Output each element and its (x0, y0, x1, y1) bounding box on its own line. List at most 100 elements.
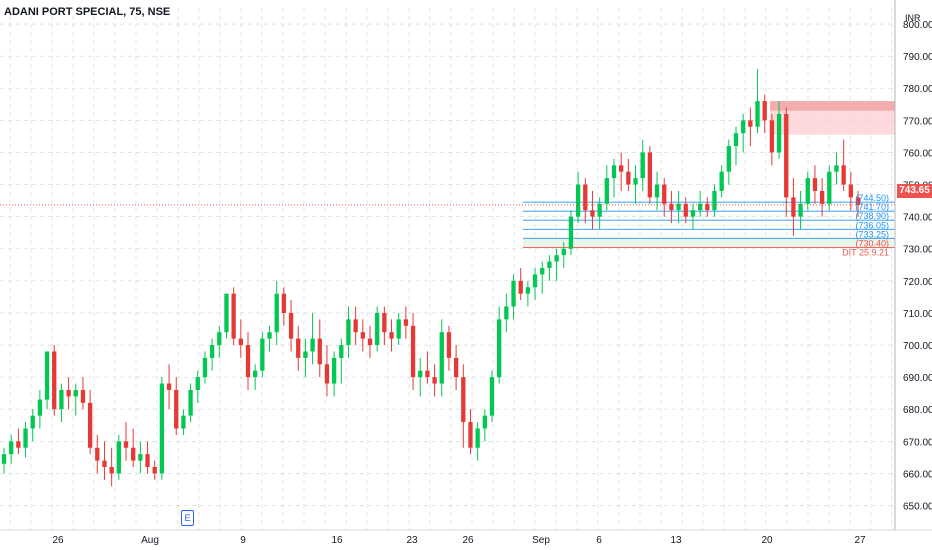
candle-body (375, 312, 380, 346)
candle-body (267, 332, 272, 339)
candle-body (303, 351, 308, 358)
candle-body (224, 293, 229, 333)
candle-body (640, 152, 645, 179)
candle-body (80, 389, 86, 403)
candle-body (561, 248, 566, 256)
candle-body (288, 312, 294, 339)
candle-body (245, 345, 251, 378)
candle-body (30, 415, 35, 429)
candle-body (784, 113, 789, 198)
y-tick-label: 680.00 (903, 405, 932, 416)
candle-body (776, 113, 782, 153)
candle-body (647, 152, 653, 198)
candle-body (525, 287, 531, 294)
level-label: (730.40) (855, 238, 889, 248)
candle-body (812, 178, 818, 191)
candle-body (238, 338, 243, 346)
candle-body (360, 332, 365, 339)
y-tick-label: 780.00 (903, 84, 932, 95)
candle-body (705, 203, 710, 211)
symbol-title: ADANI PORT SPECIAL, 75, NSE (4, 6, 171, 18)
candle-body (805, 178, 810, 204)
candle-body (540, 268, 545, 275)
x-tick-label: 26 (462, 535, 474, 546)
candle-body (109, 467, 114, 474)
candle-body (633, 178, 638, 185)
candle-body (748, 120, 753, 127)
candle-body (439, 332, 444, 384)
candle-body (346, 319, 351, 346)
candle-body (611, 165, 617, 179)
candle-body (554, 255, 559, 262)
x-tick-label: Sep (532, 535, 550, 546)
y-tick-label: 710.00 (903, 309, 932, 320)
candle-body (590, 210, 595, 217)
candle-body (260, 338, 265, 371)
y-tick-label: 790.00 (903, 52, 932, 63)
price-axis[interactable]: 650.00 660.00 670.00 680.00 690.00 700.00 710.… (903, 20, 932, 512)
candle-body (848, 184, 853, 198)
candle-body (798, 203, 803, 217)
candle-body (626, 171, 631, 185)
candle-body (317, 338, 322, 365)
candle-body (66, 389, 71, 397)
candle-body (762, 101, 767, 121)
candle-body (202, 357, 208, 378)
candle-body (16, 441, 21, 448)
x-tick-label: 9 (240, 535, 246, 546)
y-tick-label: 690.00 (903, 373, 932, 384)
demand-band (523, 238, 895, 248)
candle-body (489, 377, 495, 416)
level-label: (733.25) (855, 229, 889, 239)
supply-demand-zones (523, 101, 895, 248)
candle-body (547, 261, 552, 268)
level-label: (744.50) (855, 193, 889, 203)
candle-body (827, 171, 832, 204)
x-tick-label: 27 (854, 535, 866, 546)
candle-body (181, 415, 186, 429)
candle-body (174, 389, 179, 429)
candle-body (159, 383, 165, 474)
candle-body (468, 422, 473, 448)
candle-body (217, 332, 222, 346)
candle-body (568, 216, 574, 249)
candle-body (755, 101, 760, 127)
candle-body (37, 399, 43, 416)
time-axis[interactable]: 26 Aug 9 16 23 26 Sep 6 13 20 27 (52, 535, 866, 546)
y-tick-label: 670.00 (903, 437, 932, 448)
candle-body (138, 454, 143, 461)
x-tick-label: 13 (670, 535, 682, 546)
level-labels: (744.50)(741.70)(738.90)(736.05)(733.25)… (842, 193, 889, 257)
candle-body (87, 402, 93, 448)
x-tick-label: Aug (141, 535, 159, 546)
candles (1, 68, 861, 487)
candle-body (532, 274, 538, 288)
candle-body (9, 441, 14, 455)
candle-body (195, 377, 200, 390)
candle-body (497, 319, 502, 378)
y-tick-label: 730.00 (903, 245, 932, 256)
earnings-marker-icon[interactable]: E (181, 510, 194, 526)
candle-body (841, 165, 846, 185)
candle-body (461, 377, 466, 423)
candle-body (253, 370, 258, 378)
candle-body (188, 389, 193, 416)
candle-body (418, 370, 423, 378)
candle-body (432, 377, 437, 384)
candle-body (209, 345, 215, 358)
candle-body (719, 171, 724, 191)
last-price-tag: 743.65 (897, 184, 932, 198)
candle-body (23, 428, 28, 448)
candle-body (425, 370, 430, 378)
candle-body (231, 293, 236, 339)
y-tick-label: 770.00 (903, 116, 932, 127)
candle-body (791, 197, 796, 217)
candle-body (511, 280, 516, 307)
candle-body (131, 447, 136, 461)
candle-body (367, 338, 373, 346)
candle-body (482, 415, 487, 429)
candle-body (733, 133, 739, 147)
x-tick-label: 20 (761, 535, 773, 546)
